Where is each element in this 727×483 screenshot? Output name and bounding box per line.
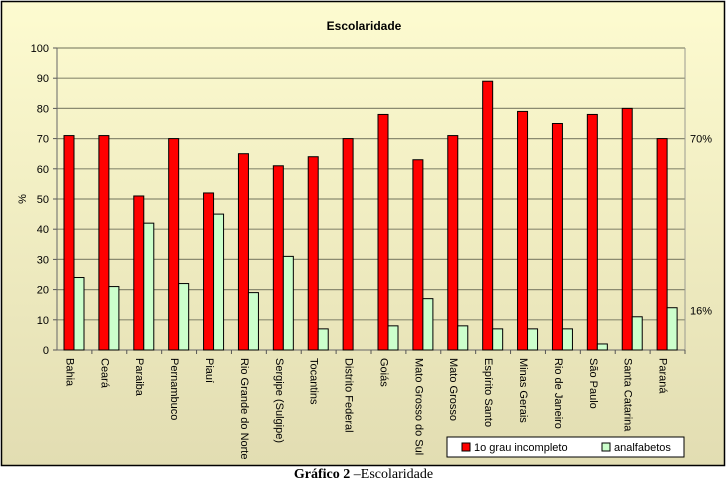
y-tick-label: 80 <box>37 103 49 115</box>
legend-label-1o-grau: 1o grau incompleto <box>474 442 568 454</box>
y-tick-label: 100 <box>31 43 49 55</box>
bar-analfabetos <box>178 283 190 351</box>
x-tick-label: Minas Gerais <box>517 358 529 423</box>
bar-analfabetos <box>213 213 225 351</box>
bar-analfabetos <box>561 328 573 351</box>
bar-analfabetos <box>143 222 155 351</box>
x-tick-label: Rio de Janeiro <box>552 358 564 429</box>
bar-1o-grau <box>133 195 145 351</box>
y-tick-label: 20 <box>37 285 49 297</box>
bar-1o-grau <box>621 107 633 351</box>
chart: Escolaridade % 0 10 20 30 40 50 60 70 80 90 100 Ba… <box>0 0 726 467</box>
y-tick-label: 40 <box>37 224 49 236</box>
x-tick-label: Distrito Federal <box>343 358 355 433</box>
bar-1o-grau <box>482 80 494 351</box>
x-tick-label: Tocantins <box>308 358 320 405</box>
y-tick-label: 0 <box>43 345 49 357</box>
caption-text: –Escolaridade <box>350 467 434 482</box>
bar-analfabetos <box>631 316 643 351</box>
bar-analfabetos <box>317 328 329 351</box>
x-tick-label: Ceará <box>98 358 110 389</box>
y-tick-label: 50 <box>37 194 49 206</box>
bar-1o-grau <box>377 113 389 351</box>
bar-1o-grau <box>272 165 284 351</box>
y-tick-label: 90 <box>37 73 49 85</box>
bar-analfabetos <box>282 255 294 351</box>
annotation-label: 16% <box>690 306 712 318</box>
y-tick-label: 70 <box>37 134 49 146</box>
bar-1o-grau <box>63 135 75 351</box>
y-axis-label: % <box>17 194 29 204</box>
bar-1o-grau <box>168 138 180 351</box>
x-tick-label: Piauí <box>203 358 215 383</box>
bar-1o-grau <box>307 156 319 351</box>
bar-analfabetos <box>108 286 120 351</box>
x-tick-label: Paraiba <box>133 358 145 397</box>
bar-1o-grau <box>237 153 249 351</box>
x-tick-label: Rio Grande do Norte <box>238 358 250 460</box>
legend: 1o grau incompleto analfabetos <box>446 436 685 458</box>
y-tick-label: 10 <box>37 315 49 327</box>
chart-title: Escolaridade <box>327 19 402 33</box>
bar-analfabetos <box>457 325 469 351</box>
x-tick-label: Mato Grosso <box>447 358 459 421</box>
x-tick-label: Bahia <box>63 358 75 387</box>
legend-swatch-1o-grau <box>461 442 471 452</box>
legend-label-analfabetos: analfabetos <box>614 442 671 454</box>
bar-analfabetos <box>527 328 539 351</box>
bar-1o-grau <box>551 123 563 351</box>
bar-1o-grau <box>203 192 215 351</box>
bar-analfabetos <box>73 277 85 351</box>
x-tick-label: Pernambuco <box>168 358 180 420</box>
bar-1o-grau <box>517 110 529 351</box>
bar-analfabetos <box>247 292 259 351</box>
bar-1o-grau <box>412 159 424 351</box>
x-tick-label: Goiás <box>377 358 389 387</box>
caption-number: Gráfico 2 <box>293 467 351 482</box>
y-tick-label: 30 <box>37 254 49 266</box>
x-tick-label: São Paulo <box>587 358 599 409</box>
bar-1o-grau <box>447 135 459 351</box>
x-tick-label: Paraná <box>657 358 669 394</box>
x-tick-label: Mato Grosso do Sul <box>412 358 424 455</box>
x-tick-label: Espírito Santo <box>482 358 494 427</box>
bar-analfabetos <box>666 307 678 351</box>
annotation-label: 70% <box>690 134 712 146</box>
bar-1o-grau <box>98 135 110 351</box>
bar-1o-grau <box>342 138 354 351</box>
x-tick-label: Sergipe (Sulgipe) <box>273 358 285 443</box>
figure-caption: Gráfico 2 –Escolaridade <box>0 467 727 483</box>
chart-frame <box>0 0 726 467</box>
x-tick-label: Santa Catarina <box>622 358 634 432</box>
legend-box <box>446 436 685 458</box>
legend-swatch-analfabetos <box>601 442 611 452</box>
bar-analfabetos <box>387 325 399 351</box>
y-tick-label: 60 <box>37 164 49 176</box>
bar-1o-grau <box>656 138 668 351</box>
bar-1o-grau <box>586 113 598 351</box>
bar-analfabetos <box>492 328 504 351</box>
bar-analfabetos <box>596 343 608 351</box>
bar-analfabetos <box>422 298 434 351</box>
